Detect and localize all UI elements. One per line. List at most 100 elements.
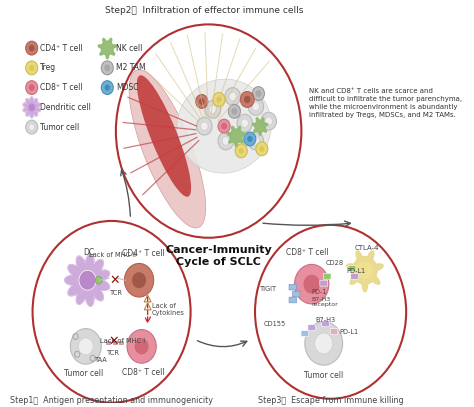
Text: Cancer-Immunity: Cancer-Immunity <box>165 245 272 255</box>
Text: PD-1: PD-1 <box>312 289 327 295</box>
Circle shape <box>26 61 38 75</box>
Text: CD4⁺ T cell: CD4⁺ T cell <box>122 249 165 258</box>
Circle shape <box>101 81 113 94</box>
Circle shape <box>201 122 208 130</box>
Text: Treg: Treg <box>40 63 56 72</box>
Circle shape <box>70 328 101 364</box>
Circle shape <box>237 114 253 132</box>
Circle shape <box>252 102 260 111</box>
Circle shape <box>101 61 113 75</box>
Circle shape <box>231 108 237 115</box>
Ellipse shape <box>129 70 206 228</box>
Text: CTLA-4: CTLA-4 <box>355 245 379 251</box>
FancyBboxPatch shape <box>119 341 123 345</box>
Circle shape <box>248 132 264 150</box>
Circle shape <box>259 146 264 152</box>
Text: CD28: CD28 <box>326 260 344 267</box>
FancyBboxPatch shape <box>348 265 356 271</box>
Text: DC: DC <box>84 247 95 256</box>
Text: PD-L1: PD-L1 <box>347 268 366 274</box>
Text: Step1：  Antigen presentation and immunogenicity: Step1： Antigen presentation and immunoge… <box>10 396 213 405</box>
Circle shape <box>244 132 256 146</box>
Text: CD8⁺ T cell: CD8⁺ T cell <box>286 247 328 256</box>
Ellipse shape <box>177 79 271 173</box>
Text: Lack of MHC II: Lack of MHC II <box>89 252 136 258</box>
Circle shape <box>205 101 221 118</box>
Text: Step3：  Escape from immune killing: Step3： Escape from immune killing <box>258 396 403 405</box>
Circle shape <box>95 276 102 284</box>
Text: Tumor cell: Tumor cell <box>40 123 80 131</box>
FancyBboxPatch shape <box>323 274 331 279</box>
Circle shape <box>225 88 240 105</box>
Text: Step2：  Infiltration of effector immune cells: Step2： Infiltration of effector immune c… <box>105 6 303 15</box>
Text: CD8⁺ T cell: CD8⁺ T cell <box>122 368 164 377</box>
Circle shape <box>357 261 373 279</box>
Text: CD8⁺ T cell: CD8⁺ T cell <box>40 83 83 92</box>
Circle shape <box>248 98 264 115</box>
Circle shape <box>294 265 329 304</box>
Circle shape <box>26 120 38 134</box>
Circle shape <box>218 119 230 133</box>
Circle shape <box>229 92 237 101</box>
Text: CD155: CD155 <box>264 321 286 327</box>
FancyBboxPatch shape <box>322 321 329 326</box>
Polygon shape <box>227 126 245 147</box>
Circle shape <box>29 65 34 71</box>
Text: B7-H3
receptor: B7-H3 receptor <box>312 297 338 307</box>
Circle shape <box>253 87 264 101</box>
Polygon shape <box>98 38 117 59</box>
FancyBboxPatch shape <box>292 291 300 297</box>
Circle shape <box>26 41 38 55</box>
Circle shape <box>29 45 35 51</box>
FancyBboxPatch shape <box>289 284 297 290</box>
FancyBboxPatch shape <box>107 341 110 345</box>
Circle shape <box>256 142 268 156</box>
Polygon shape <box>347 251 383 292</box>
Circle shape <box>239 148 244 154</box>
Circle shape <box>217 96 221 103</box>
Circle shape <box>303 275 320 294</box>
Text: M2 TAM: M2 TAM <box>116 63 146 72</box>
Polygon shape <box>252 118 268 135</box>
Text: NK cell: NK cell <box>116 44 142 53</box>
Text: PD-L1: PD-L1 <box>339 328 358 335</box>
Circle shape <box>29 124 35 130</box>
Circle shape <box>261 112 276 130</box>
Circle shape <box>222 137 229 145</box>
Polygon shape <box>23 97 40 118</box>
Circle shape <box>209 105 217 114</box>
Text: Lack of
Cytokines: Lack of Cytokines <box>152 303 185 316</box>
Circle shape <box>29 84 35 91</box>
Text: NK and CD8⁺ T cells are scarce and
difficult to infiltrate the tumor parenchyma,: NK and CD8⁺ T cells are scarce and diffi… <box>309 88 462 118</box>
FancyBboxPatch shape <box>113 341 118 345</box>
Circle shape <box>105 85 110 91</box>
Circle shape <box>135 338 149 354</box>
Circle shape <box>252 137 260 145</box>
Text: Dendritic cell: Dendritic cell <box>40 103 91 112</box>
FancyBboxPatch shape <box>289 297 297 303</box>
Text: TAA: TAA <box>95 357 108 363</box>
Text: ✕: ✕ <box>110 274 120 287</box>
FancyBboxPatch shape <box>351 274 358 279</box>
Circle shape <box>228 105 240 118</box>
Polygon shape <box>64 254 109 306</box>
Circle shape <box>305 322 343 365</box>
Circle shape <box>104 64 110 71</box>
Circle shape <box>221 123 227 129</box>
Circle shape <box>125 263 154 297</box>
Text: TCR: TCR <box>107 350 120 356</box>
Circle shape <box>255 90 262 97</box>
Text: TIGIT: TIGIT <box>260 286 277 292</box>
Circle shape <box>132 272 146 288</box>
Text: Tumor cell: Tumor cell <box>64 369 104 378</box>
Circle shape <box>241 119 248 127</box>
Circle shape <box>244 96 251 103</box>
Circle shape <box>28 103 35 111</box>
FancyBboxPatch shape <box>301 331 309 337</box>
Circle shape <box>315 333 333 354</box>
Circle shape <box>235 144 247 158</box>
Circle shape <box>240 92 254 107</box>
FancyBboxPatch shape <box>308 325 316 330</box>
Ellipse shape <box>137 75 191 197</box>
Text: Tumor cell: Tumor cell <box>304 371 343 380</box>
